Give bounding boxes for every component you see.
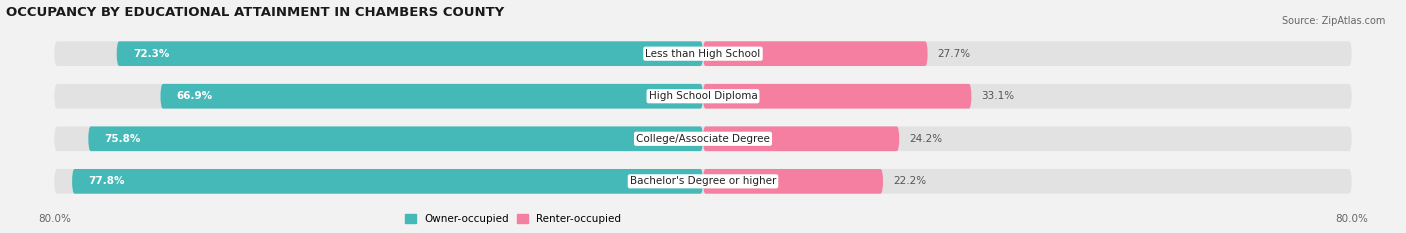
FancyBboxPatch shape xyxy=(55,84,1351,109)
FancyBboxPatch shape xyxy=(72,169,703,194)
FancyBboxPatch shape xyxy=(703,41,928,66)
Text: 27.7%: 27.7% xyxy=(938,49,970,59)
Text: High School Diploma: High School Diploma xyxy=(648,91,758,101)
FancyBboxPatch shape xyxy=(55,127,1351,151)
FancyBboxPatch shape xyxy=(117,41,703,66)
Text: Bachelor's Degree or higher: Bachelor's Degree or higher xyxy=(630,176,776,186)
Text: Less than High School: Less than High School xyxy=(645,49,761,59)
Text: College/Associate Degree: College/Associate Degree xyxy=(636,134,770,144)
FancyBboxPatch shape xyxy=(703,84,972,109)
FancyBboxPatch shape xyxy=(703,127,900,151)
FancyBboxPatch shape xyxy=(55,41,1351,66)
Text: Source: ZipAtlas.com: Source: ZipAtlas.com xyxy=(1281,16,1385,26)
Legend: Owner-occupied, Renter-occupied: Owner-occupied, Renter-occupied xyxy=(401,210,626,228)
FancyBboxPatch shape xyxy=(55,169,1351,194)
Text: 77.8%: 77.8% xyxy=(89,176,125,186)
Text: 33.1%: 33.1% xyxy=(981,91,1014,101)
Text: 72.3%: 72.3% xyxy=(134,49,169,59)
Text: 24.2%: 24.2% xyxy=(910,134,942,144)
Text: 75.8%: 75.8% xyxy=(104,134,141,144)
FancyBboxPatch shape xyxy=(160,84,703,109)
FancyBboxPatch shape xyxy=(89,127,703,151)
Text: 22.2%: 22.2% xyxy=(893,176,927,186)
FancyBboxPatch shape xyxy=(703,169,883,194)
Text: 66.9%: 66.9% xyxy=(177,91,212,101)
Text: OCCUPANCY BY EDUCATIONAL ATTAINMENT IN CHAMBERS COUNTY: OCCUPANCY BY EDUCATIONAL ATTAINMENT IN C… xyxy=(6,6,503,19)
